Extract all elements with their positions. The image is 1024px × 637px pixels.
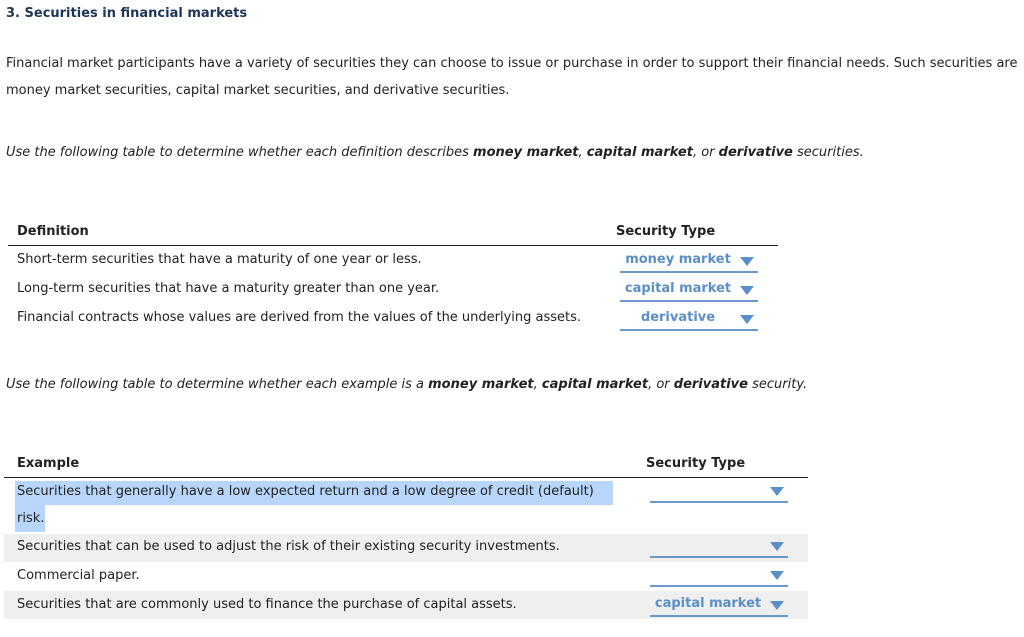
security-type-dropdown[interactable]: capital market	[650, 593, 788, 617]
table1-header-definition: Definition	[17, 224, 89, 239]
row-band	[4, 591, 808, 619]
security-type-dropdown[interactable]: capital market	[620, 278, 758, 302]
table2-row-text: Securities that can be used to adjust th…	[17, 539, 560, 554]
text-selection	[15, 505, 45, 532]
table2-row-text: risk.	[17, 511, 45, 526]
security-type-dropdown[interactable]	[650, 534, 788, 558]
table1-row-text: Financial contracts whose values are der…	[17, 310, 582, 325]
security-type-dropdown[interactable]: money market	[620, 249, 758, 273]
dropdown-value: money market	[625, 252, 731, 267]
dropdown-value: capital market	[624, 281, 732, 296]
intro-paragraph: Financial market participants have a var…	[6, 56, 1018, 98]
chevron-down-icon	[740, 286, 754, 295]
chevron-down-icon	[770, 601, 784, 610]
text-selection	[15, 481, 613, 505]
table1-row-text: Short-term securities that have a maturi…	[17, 252, 422, 267]
table2-row-text: Securities that are commonly used to fin…	[17, 597, 517, 612]
chevron-down-icon	[770, 542, 784, 551]
table2-row-text: Commercial paper.	[17, 568, 140, 583]
instruction-1: Use the following table to determine whe…	[6, 145, 864, 160]
table1-header-security-type: Security Type	[616, 224, 716, 239]
chevron-down-icon	[770, 571, 784, 580]
security-type-dropdown[interactable]: derivative	[620, 307, 758, 331]
table2-row-text: Securities that generally have a low exp…	[17, 484, 594, 499]
table2-header-example: Example	[17, 456, 80, 471]
dropdown-value: derivative	[640, 310, 716, 325]
chevron-down-icon	[740, 257, 754, 266]
instruction-2: Use the following table to determine whe…	[6, 377, 808, 392]
chevron-down-icon	[770, 487, 784, 496]
chevron-down-icon	[740, 315, 754, 324]
question-title: 3. Securities in financial markets	[6, 6, 248, 21]
table2-header-security-type: Security Type	[646, 456, 746, 471]
dropdown-value: capital market	[654, 596, 762, 611]
table2-header-rule	[4, 477, 808, 478]
table1-header-rule	[8, 245, 778, 246]
security-type-dropdown[interactable]	[650, 563, 788, 587]
table1-row-text: Long-term securities that have a maturit…	[17, 281, 440, 296]
security-type-dropdown[interactable]	[650, 479, 788, 503]
